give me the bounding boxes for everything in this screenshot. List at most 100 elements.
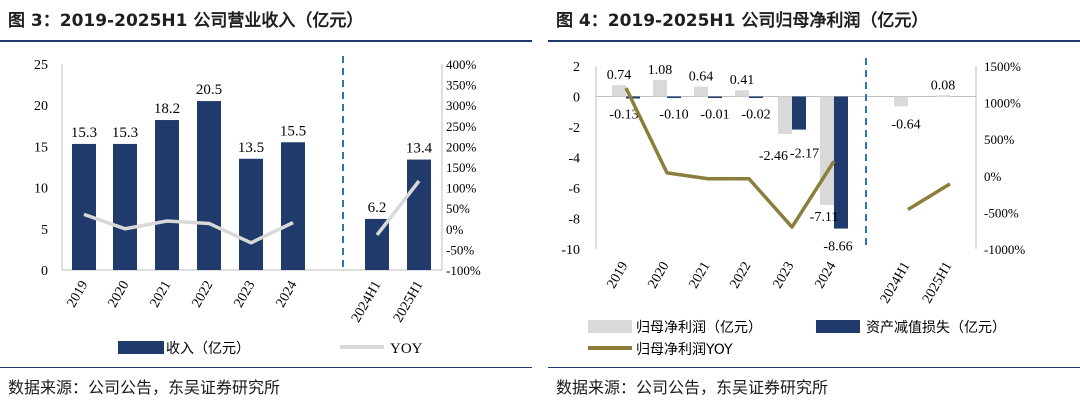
right-tick-label: 1500% (984, 59, 1021, 74)
net-profit-bar (820, 96, 834, 205)
right-tick-label: 1000% (984, 96, 1021, 111)
impairment-loss-label: -8.66 (823, 240, 852, 255)
left-tick-label: 2 (573, 60, 580, 75)
net-profit-label: 0.08 (931, 78, 956, 93)
yoy-line-annual (83, 212, 294, 245)
left-tick-label: -8 (568, 213, 580, 228)
impairment-loss-label: -0.02 (741, 108, 770, 123)
x-tick-label: 2024 (812, 260, 839, 292)
x-tick-label: 2025H1 (391, 279, 427, 326)
impairment-loss-bar (667, 96, 681, 99)
revenue-bar-label: 13.4 (406, 141, 433, 157)
x-tick-label: 2024 (273, 279, 300, 311)
title-rule (548, 40, 1080, 42)
net-profit-bar (778, 96, 792, 135)
left-tick-label: 25 (34, 58, 48, 73)
right-tick-label: 350% (446, 78, 477, 93)
left-tick-label: -2 (568, 121, 580, 136)
impairment-loss-bar (792, 96, 806, 130)
left-tick-label: -6 (568, 182, 580, 197)
right-tick-label: 100% (446, 181, 477, 196)
right-tick-label: 150% (446, 160, 477, 175)
revenue-bar (113, 143, 137, 270)
right-tick-label: 0% (446, 222, 464, 237)
net-profit-label: -2.46 (759, 149, 788, 164)
x-tick-label: 2025H1 (920, 260, 956, 307)
x-tick-label: 2019 (64, 279, 91, 311)
x-tick-label: 2023 (770, 260, 797, 292)
x-tick-label: 2024H1 (349, 279, 385, 326)
revenue-bar (239, 158, 263, 270)
legend-net-profit-label: 归母净利润（亿元） (636, 319, 762, 336)
right-tick-label: -100% (446, 263, 481, 278)
revenue-chart: 0 5 10 15 20 25 -100% -50% 0% 50% 100% 150% 200% 250%… (34, 56, 481, 357)
right-tick-label: 250% (446, 119, 477, 134)
net-profit-bar (894, 96, 908, 107)
x-tick-label: 2022 (727, 260, 754, 292)
profit-chart: -10 -8 -6 -4 -2 0 2 -1000% -500% 0% 500% 1000% 1500%… (561, 58, 1025, 358)
net-profit-bar (653, 80, 667, 97)
revenue-bar (197, 101, 221, 270)
right-tick-label: -500% (984, 205, 1019, 220)
impairment-loss-label: -0.10 (659, 108, 688, 123)
net-profit-label: -0.64 (891, 117, 920, 132)
net-profit-bar (612, 85, 626, 97)
left-tick-label: 20 (34, 99, 48, 114)
left-tick-label: 5 (41, 223, 48, 238)
net-profit-label: -7.11 (810, 210, 839, 225)
source-rule (548, 367, 1080, 368)
legend-yoy-label: YOY (390, 341, 423, 357)
legend-revenue-label: 收入（亿元） (166, 341, 250, 357)
legend-revenue-swatch (118, 341, 164, 354)
legend-impairment-swatch (816, 320, 860, 333)
revenue-bar-label: 18.2 (154, 101, 180, 117)
left-tick-label: 15 (34, 140, 48, 155)
impairment-loss-label: -2.17 (790, 147, 819, 162)
yoy-line-half-year (907, 182, 951, 211)
left-tick-label: -10 (561, 243, 580, 258)
revenue-bar-label: 15.5 (280, 123, 306, 139)
legend-net-profit-swatch (588, 320, 632, 333)
net-profit-label: 0.74 (607, 68, 632, 83)
x-tick-label: 2024H1 (878, 260, 914, 307)
revenue-chart-title: 图 3：2019-2025H1 公司营业收入（亿元） (8, 11, 364, 31)
revenue-bar (155, 120, 179, 270)
legend-impairment-label: 资产减值损失（亿元） (866, 320, 1006, 336)
revenue-bar-label: 15.3 (112, 125, 138, 141)
right-tick-label: -50% (446, 242, 474, 257)
left-tick-label: -4 (568, 152, 580, 167)
revenue-bar (407, 159, 431, 270)
right-tick-label: 200% (446, 139, 477, 154)
impairment-loss-bar (708, 96, 722, 98)
profit-panel: 图 4：2019-2025H1 公司归母净利润（亿元） -10 -8 -6 -4 -2 0… (548, 0, 1080, 404)
net-profit-bar (694, 86, 708, 97)
profit-chart-title: 图 4：2019-2025H1 公司归母净利润（亿元） (556, 11, 929, 31)
net-profit-label: 0.41 (730, 73, 755, 88)
x-tick-label: 2021 (686, 260, 713, 292)
impairment-loss-bar (749, 96, 763, 98)
impairment-loss-label: -0.13 (609, 108, 638, 123)
net-profit-label: 0.64 (689, 70, 714, 85)
revenue-bar (281, 142, 305, 270)
revenue-bar-label: 13.5 (238, 140, 264, 156)
revenue-bar-label: 20.5 (196, 82, 222, 98)
x-tick-label: 2019 (604, 260, 631, 292)
title-rule (0, 40, 532, 42)
x-tick-label: 2020 (105, 279, 132, 311)
x-tick-label: 2020 (645, 260, 672, 292)
right-tick-label: 50% (446, 201, 470, 216)
right-tick-label: 500% (984, 132, 1015, 147)
profit-chart-source: 数据来源：公司公告，东吴证券研究所 (556, 378, 829, 397)
left-tick-label: 10 (34, 182, 48, 197)
yoy-line-half-year (375, 179, 421, 237)
impairment-loss-bar (834, 96, 848, 229)
impairment-loss-bar (626, 96, 640, 99)
revenue-bar-label: 15.3 (71, 125, 97, 141)
revenue-bar (72, 143, 96, 270)
revenue-panel: 图 3：2019-2025H1 公司营业收入（亿元） 0 5 10 15 20 25 -10… (0, 0, 532, 404)
yoy-line-annual (624, 87, 836, 229)
source-rule (0, 367, 532, 368)
right-tick-label: 300% (446, 98, 477, 113)
net-profit-bar (936, 95, 950, 97)
net-profit-bar (735, 90, 749, 97)
